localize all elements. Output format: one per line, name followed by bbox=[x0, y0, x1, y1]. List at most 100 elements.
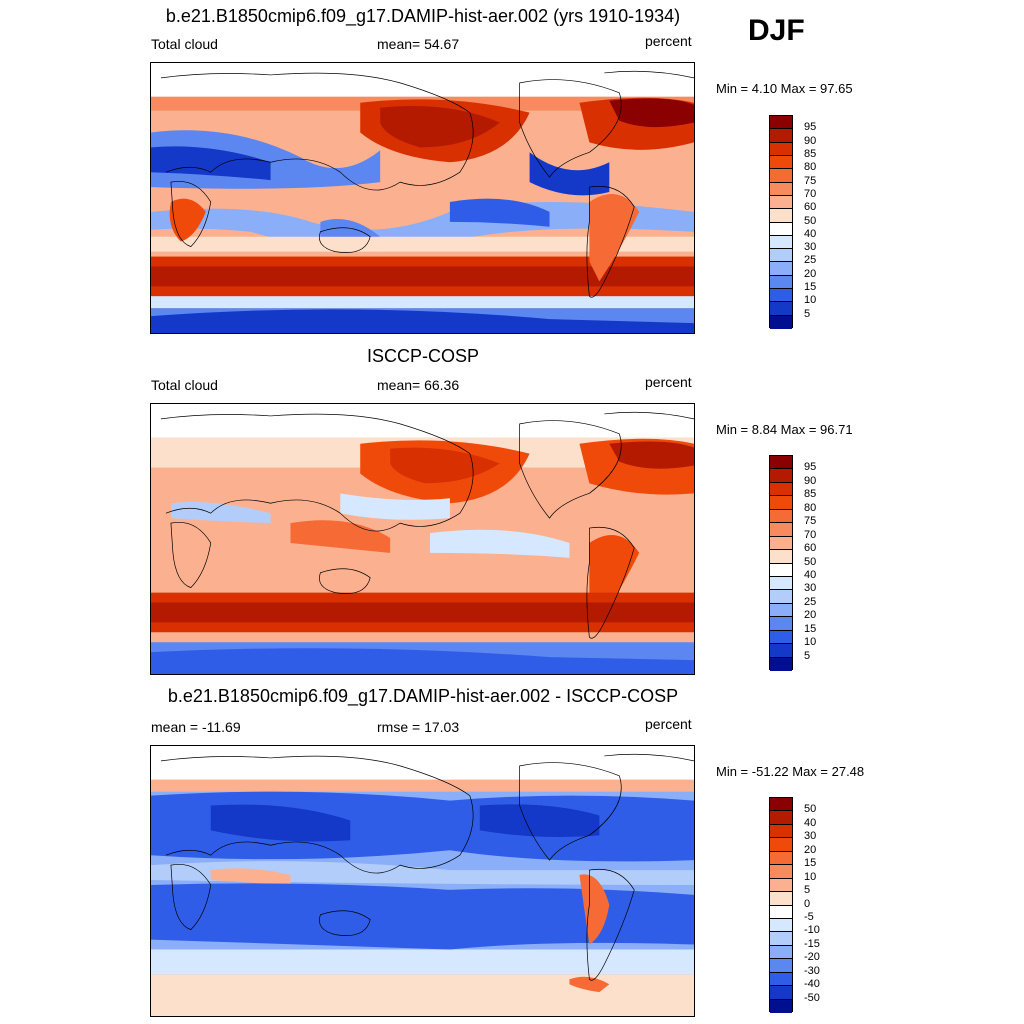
colorbar-tick-label: 5 bbox=[804, 307, 811, 320]
colorbar-swatch bbox=[770, 182, 792, 196]
colorbar-tick-label: 20 bbox=[804, 609, 817, 622]
colorbar-tick-label: 25 bbox=[804, 254, 817, 267]
panel1-mean-label: mean= 54.67 bbox=[377, 36, 460, 52]
colorbar-tick-label: -5 bbox=[804, 910, 814, 923]
panel3-map bbox=[150, 745, 695, 1017]
colorbar-swatch bbox=[770, 999, 792, 1013]
colorbar-swatch bbox=[770, 509, 792, 524]
colorbar-tick-label: 40 bbox=[804, 816, 817, 829]
colorbar-swatch bbox=[770, 945, 792, 960]
panel1-colorbar bbox=[769, 115, 793, 329]
colorbar-swatch bbox=[770, 932, 792, 946]
colorbar-tick-label: 95 bbox=[804, 121, 817, 134]
colorbar-tick-label: 20 bbox=[804, 267, 817, 280]
panel1-map bbox=[150, 62, 695, 334]
colorbar-tick-label: 5 bbox=[804, 649, 811, 662]
colorbar-tick-label: 40 bbox=[804, 227, 817, 240]
colorbar-tick-label: 60 bbox=[804, 542, 817, 555]
colorbar-swatch bbox=[770, 523, 792, 537]
colorbar-swatch bbox=[770, 536, 792, 551]
panel1-units-label: percent bbox=[645, 33, 692, 49]
colorbar-swatch bbox=[770, 222, 792, 236]
colorbar-tick-label: 85 bbox=[804, 147, 817, 160]
panel2-map bbox=[150, 403, 695, 675]
colorbar-tick-label: 30 bbox=[804, 830, 817, 843]
colorbar-swatch bbox=[770, 169, 792, 183]
panel3-title: b.e21.B1850cmip6.f09_g17.DAMIP-hist-aer.… bbox=[167, 686, 679, 706]
colorbar-swatch bbox=[770, 155, 792, 170]
colorbar-tick-label: 0 bbox=[804, 897, 811, 910]
colorbar-swatch bbox=[770, 865, 792, 879]
colorbar-tick-label: -10 bbox=[804, 924, 820, 937]
panel3-mean-label: mean = -11.69 bbox=[151, 719, 241, 735]
colorbar-tick-label: 90 bbox=[804, 474, 817, 487]
colorbar-tick-label: 60 bbox=[804, 201, 817, 214]
colorbar-tick-label: 15 bbox=[804, 857, 817, 870]
colorbar-swatch bbox=[770, 262, 792, 276]
colorbar-swatch bbox=[770, 129, 792, 143]
panel2-units-label: percent bbox=[645, 374, 692, 390]
colorbar-tick-label: 20 bbox=[804, 843, 817, 856]
panel1-variable-label: Total cloud bbox=[151, 36, 218, 52]
colorbar-swatch bbox=[770, 878, 792, 893]
panel2-title: ISCCP-COSP bbox=[366, 346, 480, 366]
colorbar-tick-label: -15 bbox=[804, 937, 820, 950]
colorbar-tick-label: 30 bbox=[804, 241, 817, 254]
colorbar-tick-label: 75 bbox=[804, 515, 817, 528]
colorbar-tick-label: -20 bbox=[804, 951, 820, 964]
colorbar-swatch bbox=[770, 644, 792, 658]
panel2-colorbar bbox=[769, 455, 793, 671]
colorbar-tick-label: 70 bbox=[804, 528, 817, 541]
panel1-title: b.e21.B1850cmip6.f09_g17.DAMIP-hist-aer.… bbox=[165, 6, 681, 26]
colorbar-tick-label: 15 bbox=[804, 622, 817, 635]
colorbar-tick-label: 50 bbox=[804, 803, 817, 816]
panel2-variable-label: Total cloud bbox=[151, 377, 218, 393]
colorbar-swatch bbox=[770, 275, 792, 290]
colorbar-swatch bbox=[770, 798, 792, 812]
colorbar-tick-label: 10 bbox=[804, 636, 817, 649]
panel2-minmax: Min = 8.84 Max = 96.71 bbox=[716, 422, 853, 437]
panel3-minmax: Min = -51.22 Max = 27.48 bbox=[716, 764, 865, 779]
colorbar-swatch bbox=[770, 918, 792, 933]
panel2-mean-label: mean= 66.36 bbox=[377, 377, 460, 393]
colorbar-tick-label: 10 bbox=[804, 294, 817, 307]
colorbar-swatch bbox=[770, 617, 792, 631]
colorbar-swatch bbox=[770, 496, 792, 510]
colorbar-swatch bbox=[770, 972, 792, 987]
colorbar-swatch bbox=[770, 209, 792, 223]
panel3-colorbar bbox=[769, 797, 793, 1013]
colorbar-tick-label: 95 bbox=[804, 461, 817, 474]
colorbar-swatch bbox=[770, 630, 792, 645]
colorbar-swatch bbox=[770, 824, 792, 839]
colorbar-swatch bbox=[770, 289, 792, 303]
colorbar-swatch bbox=[770, 469, 792, 483]
season-label: DJF bbox=[748, 14, 805, 47]
colorbar-swatch bbox=[770, 657, 792, 671]
colorbar-swatch bbox=[770, 142, 792, 156]
colorbar-swatch bbox=[770, 986, 792, 1000]
colorbar-swatch bbox=[770, 590, 792, 604]
panel3-rmse-label: rmse = 17.03 bbox=[377, 719, 460, 735]
colorbar-swatch bbox=[770, 563, 792, 577]
colorbar-tick-label: 80 bbox=[804, 501, 817, 514]
panel3-units-label: percent bbox=[645, 716, 692, 732]
colorbar-tick-label: 75 bbox=[804, 174, 817, 187]
colorbar-swatch bbox=[770, 838, 792, 852]
colorbar-tick-label: 25 bbox=[804, 595, 817, 608]
colorbar-swatch bbox=[770, 116, 792, 130]
colorbar-swatch bbox=[770, 482, 792, 497]
colorbar-swatch bbox=[770, 195, 792, 210]
colorbar-tick-label: 70 bbox=[804, 187, 817, 200]
colorbar-tick-label: 15 bbox=[804, 281, 817, 294]
colorbar-tick-label: 50 bbox=[804, 214, 817, 227]
colorbar-swatch bbox=[770, 851, 792, 866]
colorbar-swatch bbox=[770, 550, 792, 564]
colorbar-swatch bbox=[770, 959, 792, 973]
colorbar-swatch bbox=[770, 576, 792, 591]
colorbar-swatch bbox=[770, 302, 792, 316]
colorbar-tick-label: 50 bbox=[804, 555, 817, 568]
colorbar-tick-label: 10 bbox=[804, 870, 817, 883]
colorbar-tick-label: -30 bbox=[804, 964, 820, 977]
colorbar-swatch bbox=[770, 811, 792, 825]
colorbar-tick-label: 40 bbox=[804, 568, 817, 581]
